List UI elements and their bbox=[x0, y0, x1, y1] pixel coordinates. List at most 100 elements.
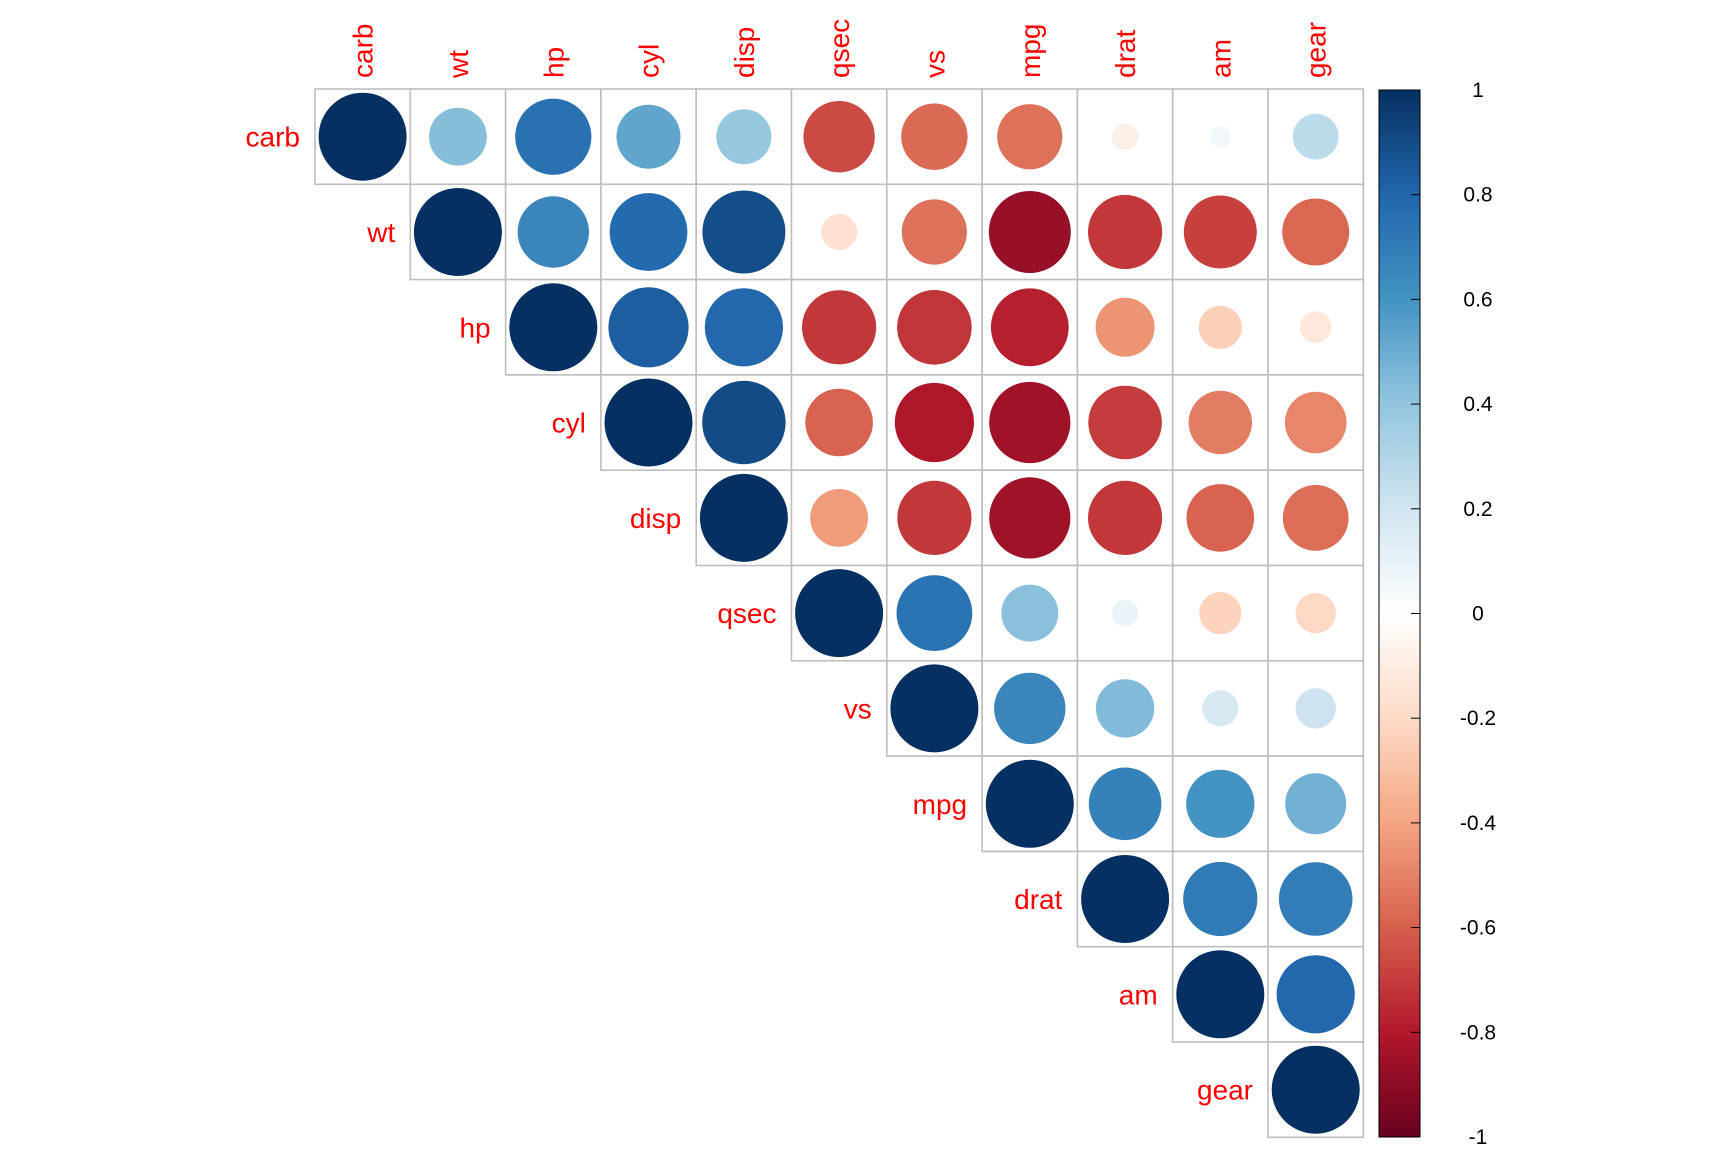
correlation-circle-cyl-mpg bbox=[989, 381, 1071, 464]
correlation-circle-wt-wt bbox=[413, 188, 502, 276]
correlation-circle-vs-mpg bbox=[994, 672, 1066, 745]
row-label-carb: carb bbox=[246, 122, 300, 153]
correlation-circle-carb-am bbox=[1209, 125, 1232, 148]
column-label-wt: wt bbox=[443, 50, 474, 79]
correlation-circle-carb-gear bbox=[1292, 113, 1339, 160]
correlation-circle-vs-am bbox=[1202, 690, 1239, 727]
correlation-circle-hp-mpg bbox=[990, 288, 1069, 367]
correlation-circle-wt-am bbox=[1183, 195, 1257, 269]
correlation-circle-mpg-mpg bbox=[985, 759, 1074, 848]
plot-area: carb wt hp cyl disp qsec vs mpg drat am gear carb w… bbox=[246, 19, 1365, 1139]
colorbar-tick-label: 0.6 bbox=[1463, 288, 1492, 311]
correlation-circle-hp-cyl bbox=[608, 287, 689, 368]
colorbar-tick-label: 1 bbox=[1472, 79, 1484, 102]
correlation-circle-vs-gear bbox=[1295, 688, 1336, 729]
correlation-circle-wt-cyl bbox=[609, 193, 688, 271]
colorbar-tick-label: 0.4 bbox=[1463, 393, 1493, 416]
correlation-circle-vs-drat bbox=[1095, 679, 1155, 738]
color-legend: 1 0.8 0.6 0.4 0.2 0 -0.2 -0.4 -0.6 -0.8 -1 bbox=[1378, 79, 1496, 1149]
correlation-circle-hp-drat bbox=[1095, 297, 1155, 357]
row-label-mpg: mpg bbox=[913, 789, 967, 820]
correlation-circle-disp-am bbox=[1186, 484, 1255, 552]
correlation-circle-drat-am bbox=[1183, 861, 1258, 937]
correlation-circle-carb-drat bbox=[1111, 123, 1139, 150]
row-label-drat: drat bbox=[1014, 884, 1062, 915]
correlation-circle-hp-am bbox=[1198, 305, 1242, 349]
correlation-circle-qsec-qsec bbox=[795, 569, 884, 658]
correlation-circle-am-am bbox=[1176, 950, 1265, 1039]
correlation-circle-wt-disp bbox=[702, 190, 786, 274]
correlation-circle-carb-hp bbox=[515, 98, 592, 175]
correlation-circle-cyl-qsec bbox=[805, 388, 873, 457]
correlation-circle-wt-mpg bbox=[988, 191, 1071, 273]
column-label-cyl: cyl bbox=[634, 44, 665, 78]
correlation-circle-cyl-gear bbox=[1284, 391, 1347, 454]
correlation-circle-hp-qsec bbox=[802, 290, 877, 365]
correlation-circle-disp-gear bbox=[1282, 485, 1349, 551]
correlation-circle-cyl-disp bbox=[702, 380, 786, 465]
colorbar-tick-label: -0.2 bbox=[1460, 707, 1496, 730]
row-label-hp: hp bbox=[459, 312, 490, 343]
correlation-circle-hp-vs bbox=[897, 290, 972, 365]
correlation-circle-qsec-vs bbox=[896, 575, 973, 651]
column-label-vs: vs bbox=[919, 50, 950, 78]
colorbar-tick-label: 0 bbox=[1472, 603, 1484, 626]
column-label-gear: gear bbox=[1301, 22, 1332, 78]
correlation-circle-carb-cyl bbox=[616, 104, 681, 169]
correlation-circle-disp-drat bbox=[1088, 480, 1163, 555]
correlation-cells bbox=[314, 88, 1365, 1139]
colorbar-tick-label: 0.2 bbox=[1463, 498, 1492, 521]
correlation-circle-qsec-gear bbox=[1295, 592, 1336, 634]
colorbar-tick-label: -0.4 bbox=[1460, 812, 1497, 835]
correlation-circle-am-gear bbox=[1276, 955, 1355, 1034]
correlation-circle-hp-hp bbox=[509, 283, 598, 372]
row-label-cyl: cyl bbox=[552, 408, 586, 439]
correlation-circle-mpg-drat bbox=[1088, 767, 1162, 841]
correlation-circle-disp-qsec bbox=[810, 489, 868, 547]
correlation-circle-disp-mpg bbox=[989, 477, 1071, 559]
correlation-circle-cyl-drat bbox=[1088, 385, 1162, 460]
row-label-am: am bbox=[1119, 979, 1158, 1010]
correlation-circle-qsec-drat bbox=[1111, 599, 1139, 627]
row-label-gear: gear bbox=[1197, 1075, 1253, 1106]
row-label-wt: wt bbox=[366, 217, 395, 248]
correlation-circle-wt-hp bbox=[517, 196, 589, 268]
correlation-circle-carb-carb bbox=[318, 92, 407, 181]
column-label-disp: disp bbox=[729, 27, 760, 78]
correlation-circle-wt-gear bbox=[1282, 198, 1350, 266]
correlation-circle-gear-gear bbox=[1271, 1045, 1360, 1134]
colorbar-ticks: 1 0.8 0.6 0.4 0.2 0 -0.2 -0.4 -0.6 -0.8 -1 bbox=[1411, 79, 1496, 1149]
correlation-circle-disp-disp bbox=[699, 473, 788, 562]
colorbar-tick-label: -1 bbox=[1469, 1126, 1488, 1149]
correlation-circle-disp-vs bbox=[897, 480, 972, 555]
correlation-circle-carb-disp bbox=[716, 109, 772, 165]
correlation-circle-carb-wt bbox=[429, 107, 487, 166]
colorbar-tick-label: -0.8 bbox=[1460, 1021, 1496, 1044]
correlation-circle-hp-gear bbox=[1299, 311, 1332, 344]
column-label-mpg: mpg bbox=[1015, 24, 1046, 78]
correlation-circle-cyl-am bbox=[1188, 390, 1253, 455]
correlation-circle-hp-disp bbox=[704, 288, 784, 367]
column-label-carb: carb bbox=[348, 24, 379, 78]
row-label-disp: disp bbox=[630, 503, 681, 534]
row-label-vs: vs bbox=[844, 693, 872, 724]
correlation-circle-vs-vs bbox=[890, 664, 979, 753]
correlation-circle-carb-mpg bbox=[997, 104, 1063, 170]
correlation-circle-wt-vs bbox=[901, 199, 968, 265]
correlation-circle-drat-drat bbox=[1081, 855, 1170, 943]
correlation-circle-mpg-am bbox=[1186, 769, 1255, 838]
row-labels: carb wt hp cyl disp qsec vs mpg drat am gear bbox=[246, 122, 1253, 1106]
column-label-qsec: qsec bbox=[824, 19, 855, 78]
correlation-circle-wt-drat bbox=[1088, 194, 1163, 270]
correlation-circle-cyl-vs bbox=[894, 382, 975, 463]
correlation-circle-mpg-gear bbox=[1285, 773, 1347, 835]
correlation-circle-qsec-am bbox=[1199, 592, 1242, 635]
row-label-qsec: qsec bbox=[717, 598, 776, 629]
correlation-circle-carb-qsec bbox=[803, 101, 875, 173]
correlation-circle-qsec-mpg bbox=[1001, 584, 1059, 642]
column-label-hp: hp bbox=[538, 47, 569, 78]
colorbar-tick-label: -0.6 bbox=[1460, 917, 1496, 940]
column-labels: carb wt hp cyl disp qsec vs mpg drat am gear bbox=[348, 19, 1332, 79]
column-label-drat: drat bbox=[1110, 30, 1141, 78]
